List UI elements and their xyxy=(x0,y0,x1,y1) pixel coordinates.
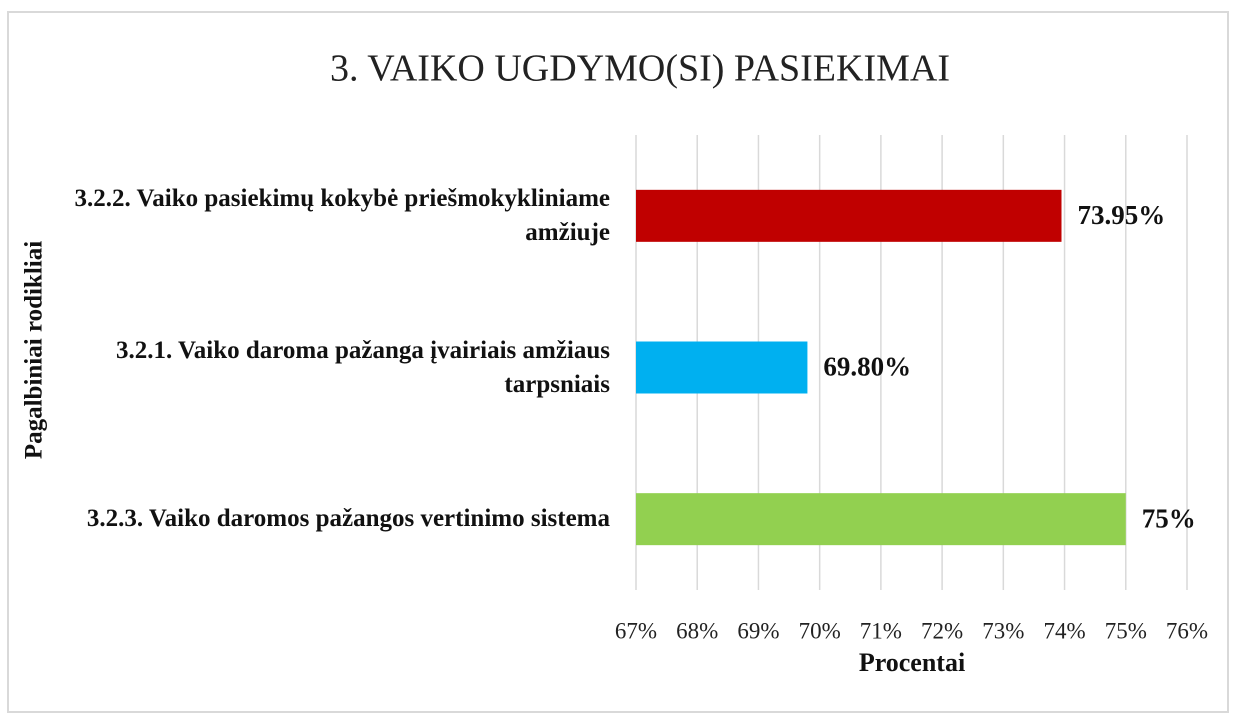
chart-border xyxy=(7,11,1229,713)
chart-title: 3. VAIKO UGDYMO(SI) PASIEKIMAI xyxy=(330,48,950,90)
value-label: 73.95% xyxy=(1077,200,1165,230)
value-label: 75% xyxy=(1142,503,1196,533)
x-tick-label: 69% xyxy=(737,618,779,643)
x-tick-label: 74% xyxy=(1043,618,1085,643)
bar xyxy=(636,493,1126,546)
bar xyxy=(636,189,1062,242)
x-tick-label: 67% xyxy=(615,618,657,643)
y-tick-label: 3.2.2. Vaiko pasiekimų kokybė priešmokyk… xyxy=(74,184,610,246)
y-axis-title: Pagalbiniai rodikliai xyxy=(21,241,48,459)
x-tick-label: 76% xyxy=(1166,618,1208,643)
x-tick-label: 70% xyxy=(799,618,841,643)
x-tick-label: 72% xyxy=(921,618,963,643)
x-axis-title: Procentai xyxy=(859,648,965,677)
x-tick-label: 75% xyxy=(1105,618,1147,643)
x-tick-label: 71% xyxy=(860,618,902,643)
y-tick-label: 3.2.1. Vaiko daroma pažanga įvairiais am… xyxy=(115,336,610,398)
value-label: 69.80% xyxy=(823,352,911,382)
x-tick-label: 73% xyxy=(982,618,1024,643)
x-tick-label: 68% xyxy=(676,618,718,643)
bar xyxy=(636,341,808,394)
y-tick-label: 3.2.3. Vaiko daromos pažangos vertinimo … xyxy=(86,505,610,533)
